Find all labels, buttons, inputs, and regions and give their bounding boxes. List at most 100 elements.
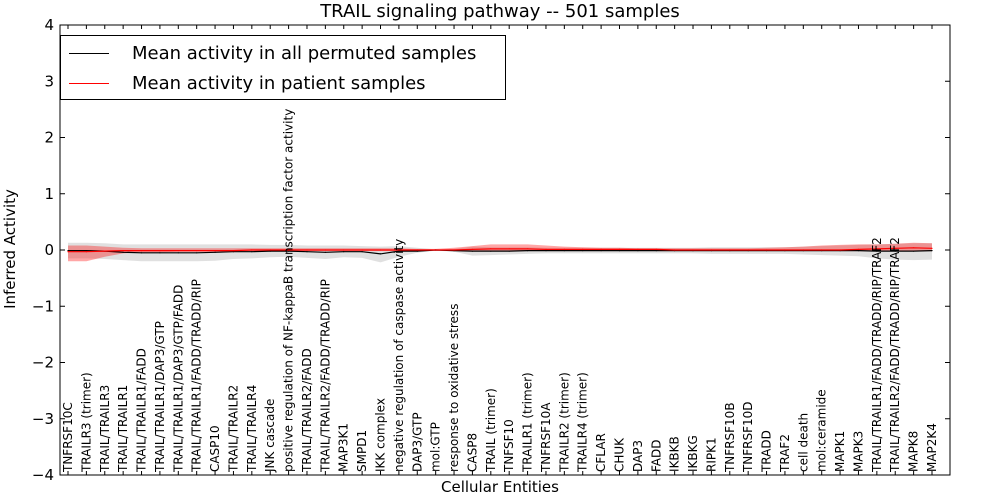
- x-tick-label: TRAIL/TRAILR1/DAP3/GTP: [153, 321, 167, 473]
- point-permuted: [251, 251, 253, 253]
- point-patient: [692, 249, 694, 251]
- point-patient: [655, 248, 657, 250]
- x-tick-label: TRAF2: [778, 434, 792, 473]
- point-patient: [729, 249, 731, 251]
- x-tick-label: CASP10: [208, 425, 222, 472]
- x-tick-label: RIPK1: [704, 437, 718, 472]
- point-permuted: [582, 250, 584, 252]
- x-tick-label: mol:GTP: [429, 422, 443, 472]
- x-tick-label: JNK cascade: [263, 399, 277, 473]
- x-tick-label: TRAIL/TRAILR1/FADD/TRADD/RIP/TRAF2: [870, 237, 884, 473]
- point-permuted: [563, 250, 565, 252]
- point-patient: [67, 251, 69, 253]
- legend: Mean activity in all permuted samples Me…: [60, 35, 506, 100]
- x-tick-label: TRAIL/TRAILR2/FADD/TRADD/RIP: [318, 279, 332, 473]
- point-permuted: [471, 250, 473, 252]
- point-patient: [802, 249, 804, 251]
- x-tick-label: TNFRSF10A: [539, 402, 553, 473]
- point-patient: [416, 249, 418, 251]
- confidence-bands: [68, 242, 932, 263]
- y-tick-label: −3: [32, 410, 54, 428]
- x-tick-label: TRAIL/TRAILR4: [245, 385, 259, 473]
- x-tick-label: TRADD: [760, 430, 774, 473]
- x-tick-label: TRAIL/TRAILR1/DAP3/GTP/FADD: [171, 285, 185, 473]
- x-tick-label: MAP3K1: [337, 423, 351, 472]
- x-tick-label: TNFRSF10D: [741, 401, 755, 473]
- point-permuted: [894, 250, 896, 252]
- x-tick-label: TRAIL (trimer): [484, 388, 498, 473]
- chart-title: TRAIL signaling pathway -- 501 samples: [320, 1, 680, 22]
- point-patient: [747, 249, 749, 251]
- point-patient: [821, 249, 823, 251]
- point-permuted: [876, 250, 878, 252]
- legend-label-permuted: Mean activity in all permuted samples: [132, 42, 477, 64]
- y-tick-label: −2: [32, 354, 54, 372]
- x-tick-label: TNFRSF10B: [723, 402, 737, 473]
- point-patient: [674, 249, 676, 251]
- y-axis-label: Inferred Activity: [1, 189, 19, 309]
- point-patient: [214, 250, 216, 252]
- x-tick-label: TRAIL/TRAILR1/FADD: [135, 348, 149, 473]
- point-patient: [453, 249, 455, 251]
- band-permuted: [68, 242, 932, 263]
- x-tick-label: MAPK1: [833, 431, 847, 472]
- point-permuted: [196, 252, 198, 254]
- x-tick-label: response to oxidative stress: [447, 304, 461, 472]
- x-tick-label: TRAILR4 (trimer): [576, 372, 590, 473]
- point-permuted: [655, 250, 657, 252]
- x-tick-label: MAPK3: [852, 431, 866, 472]
- point-permuted: [931, 250, 933, 252]
- band-patient: [68, 242, 932, 262]
- x-tick-label: MAPK8: [907, 431, 921, 472]
- point-permuted: [490, 250, 492, 252]
- x-tick-label: IKBKB: [668, 436, 682, 472]
- point-permuted: [288, 250, 290, 252]
- point-permuted: [361, 251, 363, 253]
- x-tick-label: TNFRSF10C: [61, 402, 75, 473]
- point-permuted: [67, 250, 69, 252]
- point-permuted: [140, 252, 143, 254]
- legend-swatch-permuted: [69, 52, 109, 54]
- point-patient: [876, 248, 878, 250]
- point-permuted: [857, 250, 860, 252]
- point-permuted: [416, 250, 418, 252]
- point-permuted: [398, 250, 400, 252]
- x-tick-label: IKK complex: [374, 398, 388, 472]
- point-permuted: [324, 251, 326, 253]
- point-patient: [710, 249, 713, 251]
- point-patient: [251, 249, 253, 251]
- x-tick-label: TRAIL/TRAILR1: [116, 385, 130, 473]
- x-tick-label: TRAIL/TRAILR1/FADD/TRADD/RIP: [190, 279, 204, 473]
- point-patient: [857, 248, 860, 250]
- x-tick-label: TRAIL/TRAILR2: [226, 385, 240, 473]
- y-tick-label: 4: [44, 16, 54, 34]
- point-permuted: [527, 250, 529, 252]
- x-tick-label: SMPD1: [355, 430, 369, 472]
- point-patient: [122, 250, 124, 252]
- x-tick-label: TRAIL/TRAILR3: [98, 385, 112, 473]
- point-patient: [306, 249, 308, 251]
- y-tick-label: −4: [32, 466, 54, 484]
- point-patient: [177, 250, 179, 252]
- x-tick-label: TRAIL/TRAILR2/FADD/TRADD/RIP/TRAF2: [888, 237, 902, 473]
- point-patient: [931, 247, 933, 249]
- point-permuted: [618, 250, 621, 252]
- point-patient: [232, 250, 234, 252]
- point-patient: [471, 248, 473, 250]
- point-patient: [490, 248, 492, 250]
- point-patient: [85, 251, 87, 253]
- point-permuted: [600, 250, 602, 252]
- point-permuted: [637, 250, 639, 252]
- line-patient: [68, 247, 933, 253]
- point-patient: [398, 249, 400, 251]
- point-patient: [379, 249, 382, 251]
- x-tick-label: TRAILR1 (trimer): [521, 372, 535, 473]
- y-tick-label: 2: [44, 129, 54, 147]
- point-patient: [140, 250, 143, 252]
- point-patient: [913, 247, 915, 249]
- x-tick-label: CHUK: [613, 437, 627, 472]
- point-patient: [159, 250, 161, 252]
- series-lines: [67, 247, 933, 255]
- x-tick-label: IKBKG: [686, 435, 700, 472]
